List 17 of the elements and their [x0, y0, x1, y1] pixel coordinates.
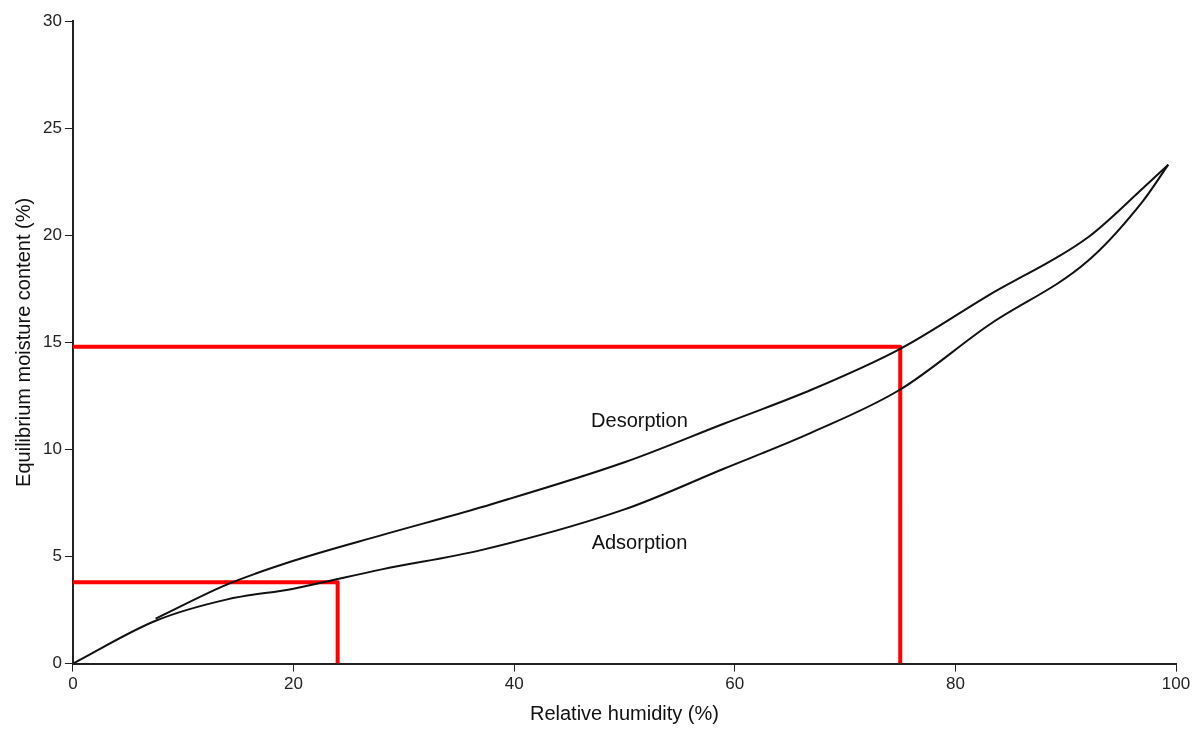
x-axis-title: Relative humidity (%): [529, 701, 719, 724]
x-tick-label: 60: [725, 674, 745, 694]
x-tick-label: 40: [504, 674, 524, 694]
x-tick-label: 20: [284, 674, 303, 694]
y-tick-label: 30: [42, 10, 62, 30]
y-axis-title: Equilibrium moisture content (%): [11, 197, 34, 487]
y-tick-label: 5: [52, 546, 62, 566]
y-tick-label: 0: [52, 653, 62, 673]
x-tick-label: 0: [68, 674, 78, 694]
y-tick-label: 25: [42, 117, 62, 137]
series-label: Adsorption: [591, 531, 688, 554]
y-tick-label: 20: [42, 225, 62, 245]
x-tick-label: 80: [945, 674, 965, 694]
y-tick-label: 10: [42, 439, 62, 459]
series-label: Desorption: [591, 409, 688, 432]
x-tick-label: 100: [1161, 674, 1191, 694]
y-tick-label: 15: [42, 332, 62, 352]
